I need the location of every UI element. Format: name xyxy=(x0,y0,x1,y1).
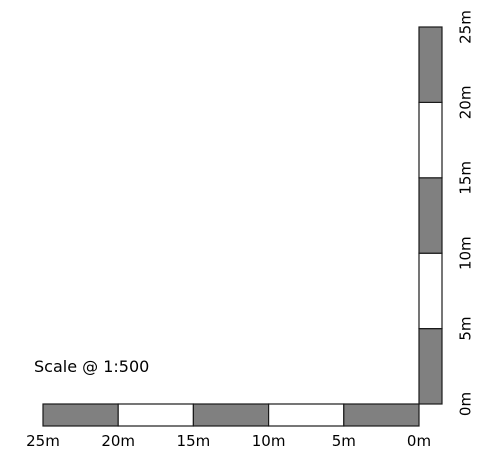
scale-caption: Scale @ 1:500 xyxy=(34,357,150,376)
vertical-scale-segment xyxy=(418,177,443,254)
horizontal-scale-label: 0m xyxy=(407,432,431,450)
vertical-scale-label: 25m xyxy=(457,10,475,44)
vertical-scale-label: 20m xyxy=(457,86,475,120)
horizontal-scale-segment xyxy=(268,403,345,427)
vertical-scale-labels: 0m 5m 10m 15m 20m 25m xyxy=(457,10,475,416)
horizontal-scale-segment xyxy=(192,403,270,427)
horizontal-scale-label: 25m xyxy=(26,432,60,450)
vertical-scale-label: 15m xyxy=(457,161,475,195)
vertical-scale-segment xyxy=(418,101,443,179)
vertical-scale-segment xyxy=(418,252,443,330)
horizontal-scale-label: 15m xyxy=(177,432,211,450)
horizontal-scale-label: 20m xyxy=(101,432,135,450)
vertical-scale-label: 10m xyxy=(457,236,475,270)
horizontal-scale-segment xyxy=(42,403,119,427)
horizontal-scale-label: 5m xyxy=(332,432,356,450)
vertical-scale-label: 0m xyxy=(457,392,475,416)
vertical-scale-bar xyxy=(418,26,443,405)
vertical-scale-label: 5m xyxy=(457,317,475,341)
horizontal-scale-label: 10m xyxy=(252,432,286,450)
horizontal-scale-bar xyxy=(42,403,420,427)
vertical-scale-segment xyxy=(418,328,443,405)
vertical-scale-segment xyxy=(418,26,443,104)
horizontal-scale-segment xyxy=(343,403,420,427)
horizontal-scale-segment xyxy=(117,403,194,427)
horizontal-scale-labels: 25m 20m 15m 10m 5m 0m xyxy=(26,432,431,450)
